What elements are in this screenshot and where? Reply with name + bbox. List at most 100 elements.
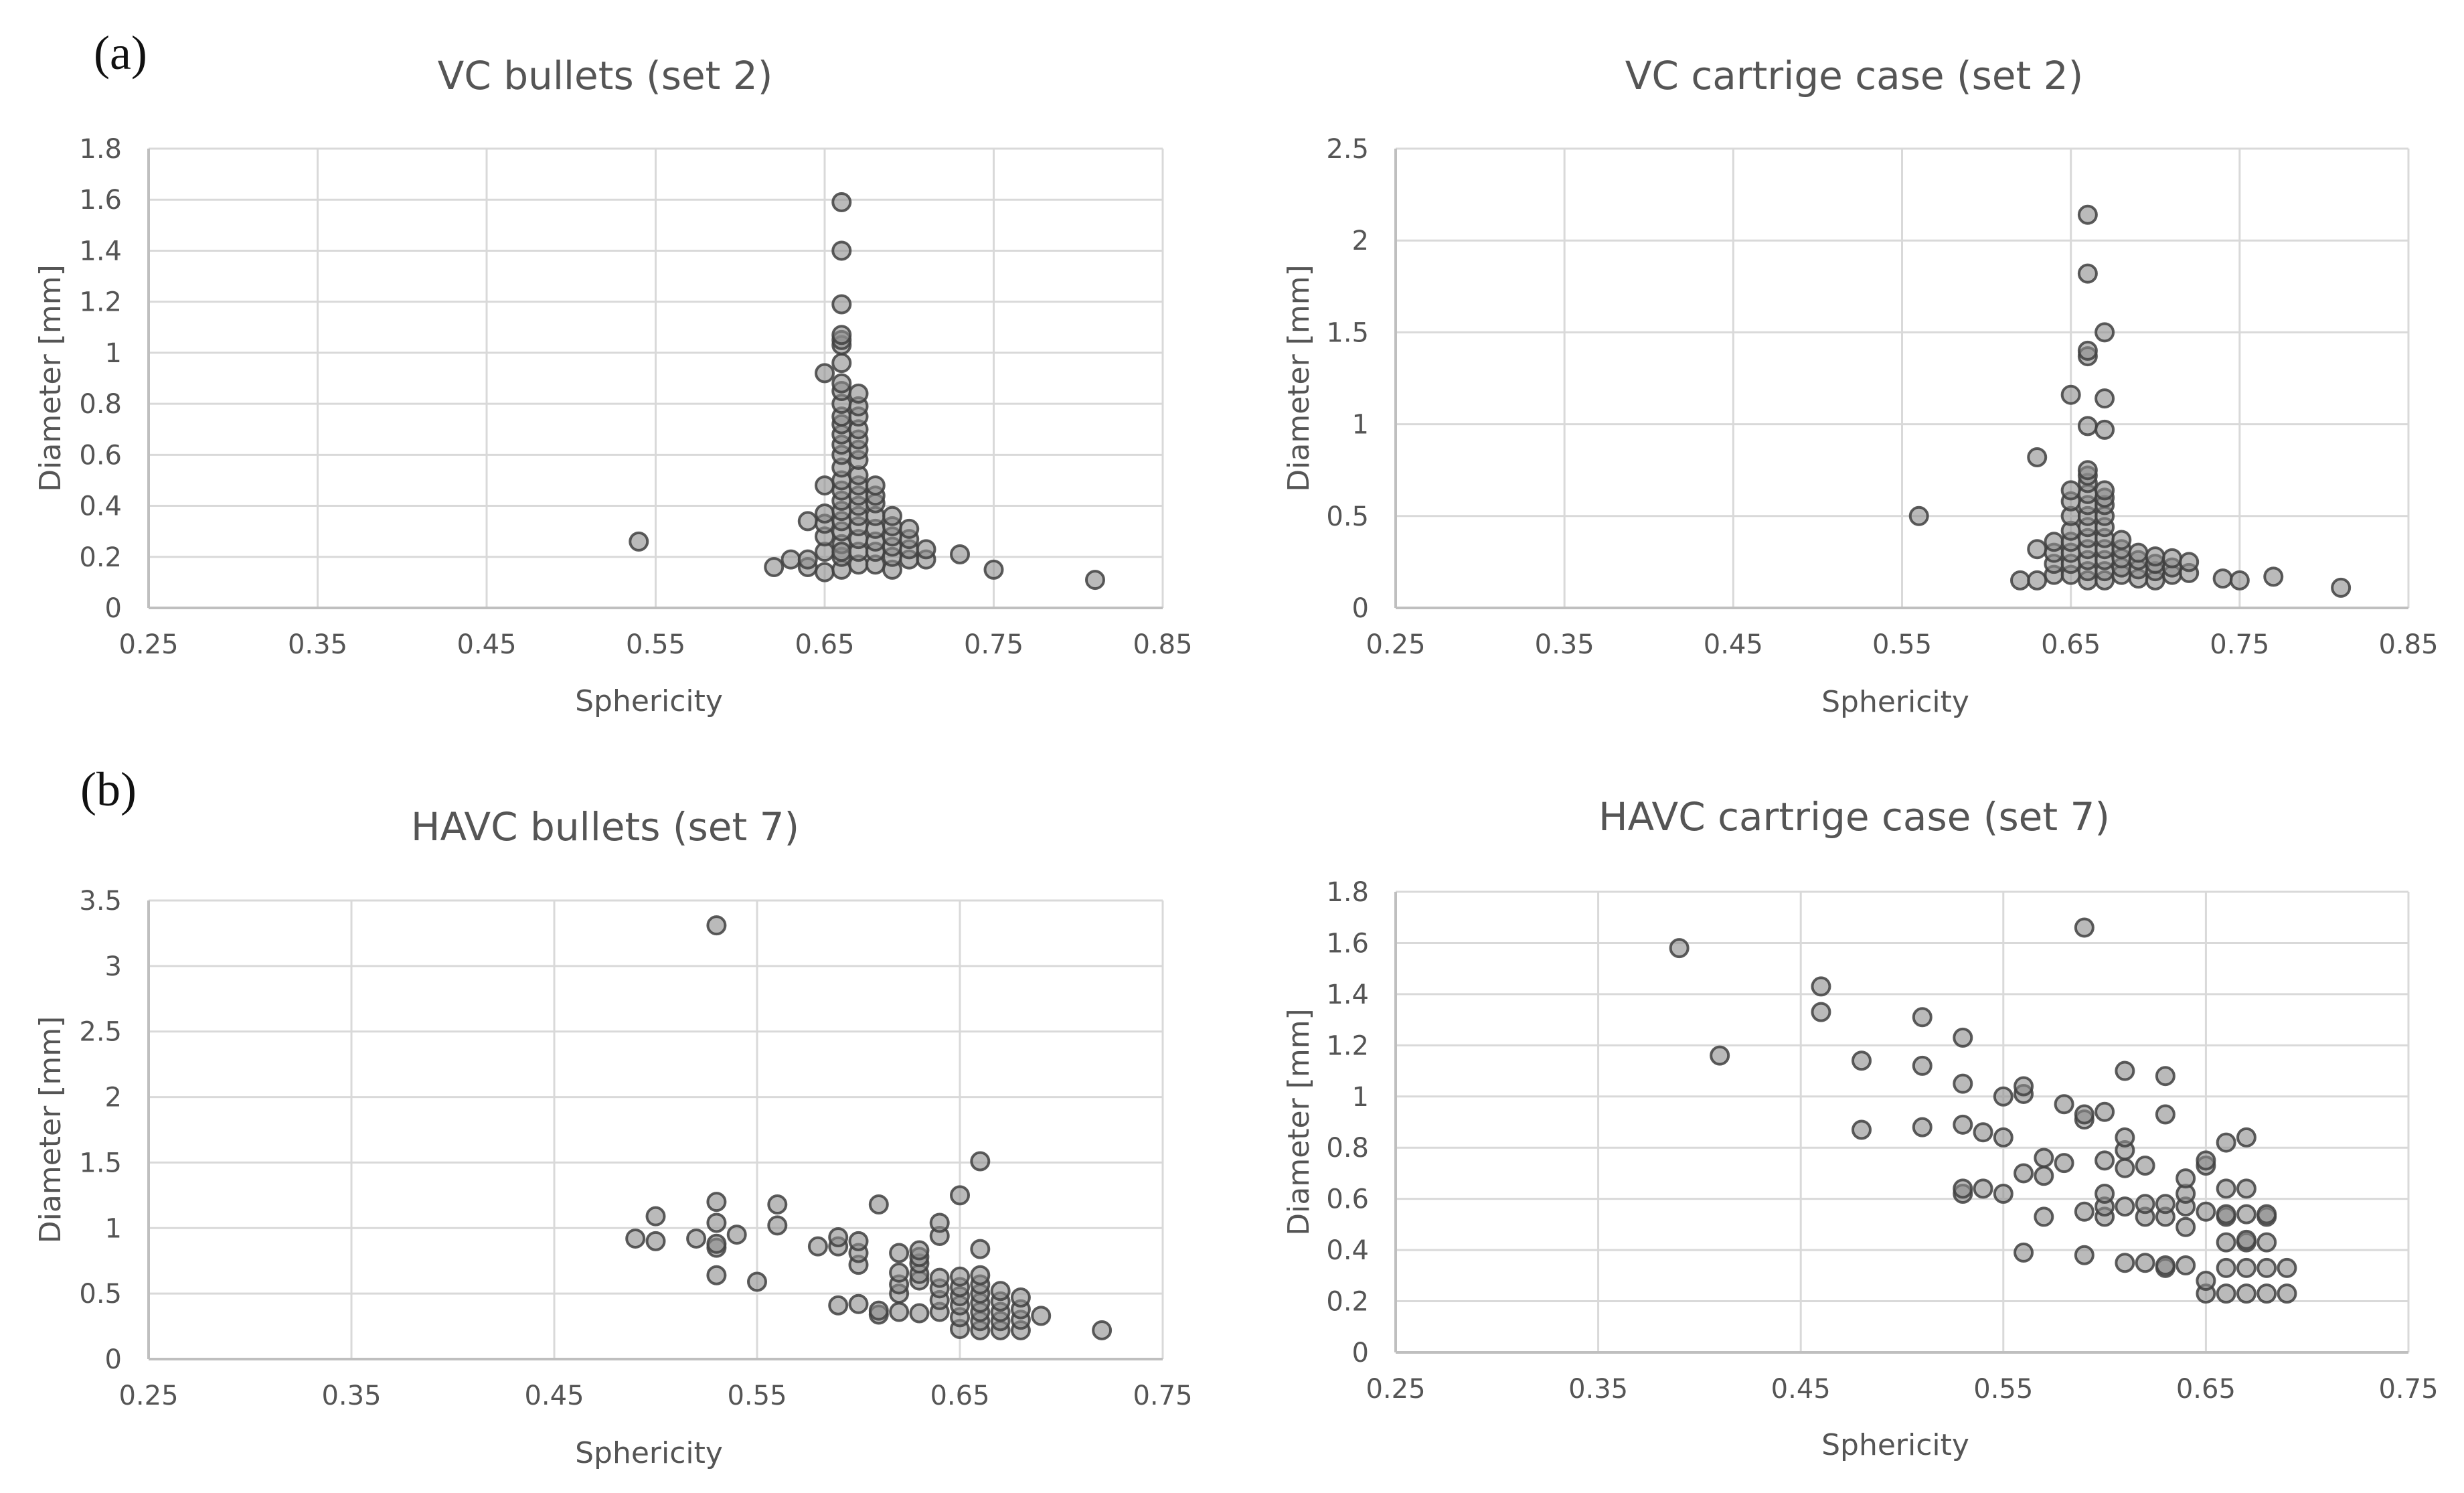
data-point: [2236, 1127, 2256, 1148]
data-point: [629, 531, 649, 552]
data-point: [2161, 548, 2182, 568]
data-point: [1912, 1007, 1933, 1028]
data-point: [2216, 1204, 2236, 1225]
x-tick-label: 0.25: [118, 629, 178, 660]
data-point: [706, 1192, 727, 1212]
data-point: [1912, 1117, 1933, 1137]
data-point: [2077, 416, 2098, 437]
data-point: [2054, 1153, 2074, 1174]
data-point: [2077, 263, 2098, 284]
data-point: [2236, 1257, 2256, 1278]
data-point: [2256, 1232, 2277, 1253]
data-point: [706, 1233, 727, 1254]
y-tick-label: 1.2: [1326, 1030, 1369, 1061]
data-point: [2074, 1201, 2095, 1222]
data-point: [929, 1267, 950, 1288]
y-tick-label: 1.4: [1326, 979, 1369, 1010]
data-point: [2229, 570, 2250, 591]
data-point: [2095, 1150, 2115, 1171]
x-tick-label: 0.65: [795, 629, 854, 660]
y-tick-label: 0: [1352, 593, 1369, 624]
data-point: [815, 363, 835, 384]
data-point: [1811, 976, 1831, 997]
y-tick-label: 0.4: [79, 491, 122, 522]
data-point: [2077, 204, 2098, 225]
y-tick-label: 1.5: [79, 1148, 122, 1178]
x-tick-label: 0.35: [321, 1381, 381, 1411]
data-point: [2014, 1076, 2034, 1097]
x-tick-label: 0.85: [2378, 629, 2438, 660]
y-axis-label: Diameter [mm]: [1282, 1008, 1316, 1235]
data-point: [2014, 1242, 2034, 1263]
data-point: [1908, 505, 1929, 526]
data-point: [2179, 552, 2200, 572]
data-point: [929, 1212, 950, 1233]
data-point: [2115, 1060, 2135, 1081]
data-point: [1993, 1127, 2014, 1148]
y-tick-label: 1.5: [1326, 317, 1369, 348]
data-point: [815, 503, 835, 524]
x-tick-label: 0.65: [2041, 629, 2101, 660]
x-axis-label: Sphericity: [575, 1436, 723, 1470]
data-point: [2277, 1257, 2297, 1278]
data-point: [2010, 570, 2031, 591]
data-point: [868, 1194, 889, 1215]
data-point: [2216, 1178, 2236, 1199]
data-point: [2074, 917, 2095, 938]
data-point: [2027, 447, 2048, 467]
y-tick-label: 1.6: [79, 185, 122, 216]
y-tick-label: 3: [105, 951, 122, 982]
data-point: [2014, 1163, 2034, 1184]
data-point: [2095, 480, 2115, 501]
data-point: [625, 1228, 646, 1249]
data-point: [2216, 1132, 2236, 1153]
data-point: [899, 518, 920, 539]
data-point: [1811, 1002, 1831, 1022]
data-point: [970, 1265, 991, 1285]
data-point: [909, 1240, 930, 1261]
data-point: [848, 1231, 869, 1251]
data-point: [848, 383, 869, 404]
x-tick-label: 0.75: [1133, 1381, 1192, 1411]
data-point: [645, 1206, 666, 1227]
data-point: [706, 915, 727, 936]
panel-label-a: (a): [94, 26, 147, 80]
data-point: [950, 1266, 970, 1287]
y-tick-label: 2: [105, 1083, 122, 1113]
data-point: [1953, 1027, 1973, 1048]
data-point: [807, 1236, 828, 1257]
x-tick-label: 0.55: [727, 1381, 787, 1411]
y-tick-label: 1: [105, 1213, 122, 1244]
data-point: [868, 1300, 889, 1321]
data-point: [831, 240, 852, 261]
y-tick-label: 0: [105, 1344, 122, 1375]
y-tick-label: 0.6: [1326, 1184, 1369, 1215]
data-point: [1993, 1086, 2014, 1107]
data-point: [2256, 1283, 2277, 1304]
y-tick-label: 0.8: [1326, 1133, 1369, 1164]
data-point: [706, 1265, 727, 1285]
data-point: [1710, 1045, 1730, 1066]
panel-label-b: (b): [80, 763, 137, 816]
y-tick-label: 0: [105, 593, 122, 624]
x-axis-label: Sphericity: [1821, 1428, 1969, 1462]
data-point: [889, 1302, 910, 1322]
data-point: [831, 192, 852, 213]
data-point: [1953, 1114, 1973, 1135]
data-point: [2095, 1101, 2115, 1122]
data-point: [2128, 542, 2149, 563]
x-tick-label: 0.65: [930, 1381, 989, 1411]
data-point: [747, 1271, 767, 1292]
data-point: [2175, 1255, 2196, 1276]
x-tick-label: 0.55: [1973, 1374, 2033, 1405]
data-point: [2331, 577, 2352, 598]
data-point: [2196, 1150, 2216, 1171]
data-point: [970, 1239, 991, 1259]
x-axis-label: Sphericity: [1821, 685, 1969, 719]
data-point: [2236, 1229, 2256, 1250]
data-point: [2155, 1255, 2175, 1276]
data-point: [882, 505, 902, 526]
x-tick-label: 0.35: [1535, 629, 1594, 660]
y-tick-label: 1: [1352, 410, 1369, 441]
